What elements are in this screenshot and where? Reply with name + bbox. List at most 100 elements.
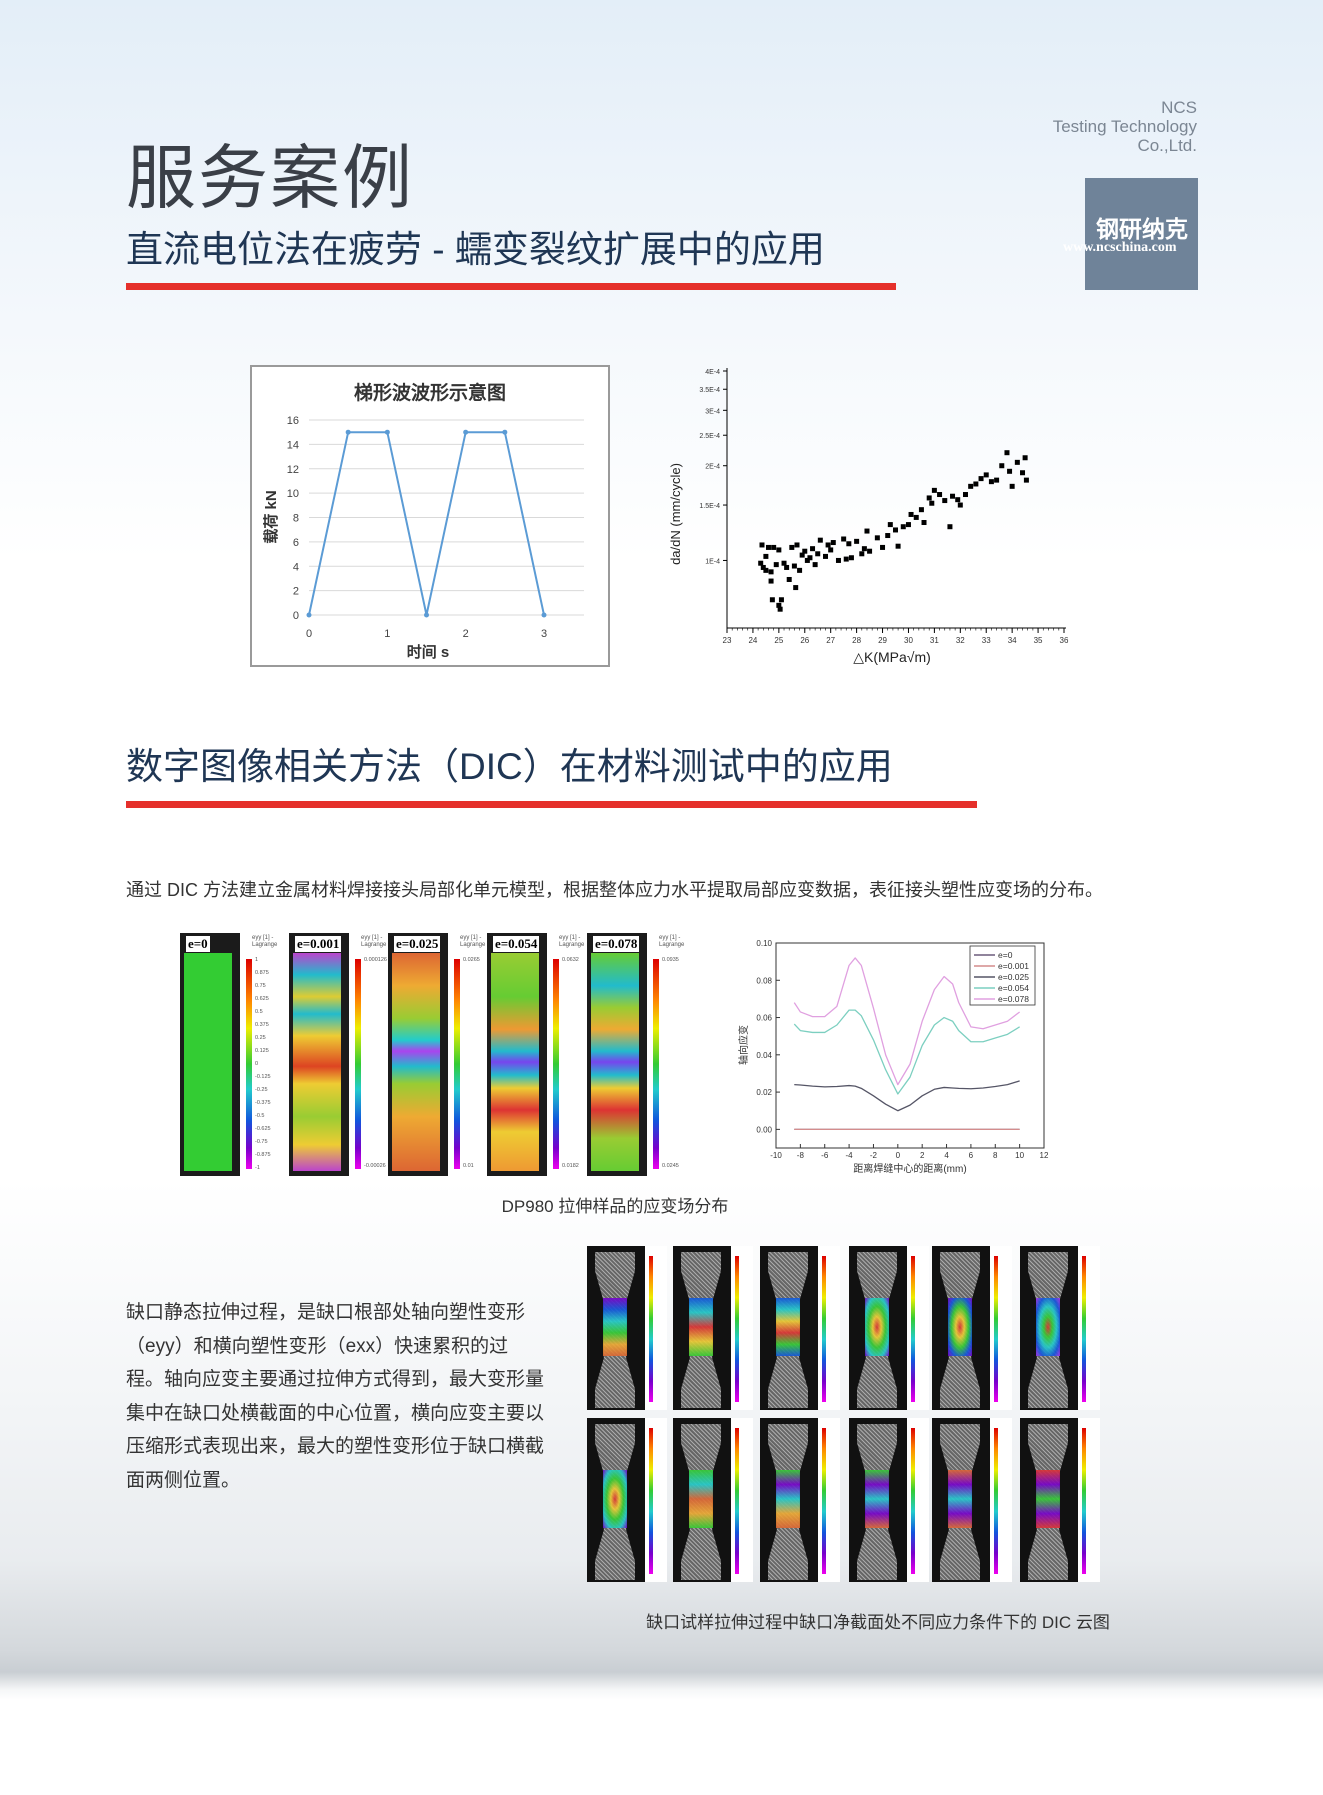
colorbar bbox=[649, 1256, 653, 1402]
x-tick-label: 32 bbox=[956, 636, 965, 645]
data-point bbox=[784, 564, 790, 570]
y-tick-label: 16 bbox=[287, 415, 299, 427]
data-point bbox=[778, 597, 784, 603]
x-tick-label: -10 bbox=[770, 1151, 782, 1160]
dic-panel: e=0.001 eyy [1] - Lagrange 0.000126 -0.000… bbox=[289, 933, 389, 1176]
data-point bbox=[812, 562, 818, 568]
y-tick-label: 3.5E-4 bbox=[699, 387, 720, 394]
data-point bbox=[955, 497, 961, 503]
data-point bbox=[804, 557, 810, 563]
notch-dic-image bbox=[849, 1246, 929, 1410]
colorbar-title: eyy [1] - Lagrange bbox=[559, 935, 585, 948]
data-point bbox=[424, 612, 429, 618]
y-tick-label: 4 bbox=[293, 561, 299, 573]
colorbar bbox=[246, 959, 252, 1169]
y-tick-label: 0.02 bbox=[756, 1088, 772, 1097]
dic-panel: e=0.054 eyy [1] - Lagrange 0.0632 0.0182 bbox=[487, 933, 587, 1176]
y-tick-label: 0.00 bbox=[756, 1125, 772, 1134]
strain-level-label: e=0.001 bbox=[295, 936, 342, 952]
colorbar-tick-label: 0.25 bbox=[255, 1035, 266, 1041]
data-point bbox=[968, 483, 974, 489]
x-tick-label: 0 bbox=[896, 1151, 901, 1160]
data-point bbox=[880, 544, 886, 550]
data-point bbox=[776, 602, 782, 608]
company-line: NCS bbox=[1161, 98, 1197, 117]
section1-divider bbox=[126, 283, 896, 290]
x-tick-label: -8 bbox=[797, 1151, 805, 1160]
dic-panel: e=0 eyy [1] - Lagrange 1 0.875 0.75 0.625 0.5… bbox=[180, 933, 280, 1176]
data-point bbox=[885, 533, 891, 539]
data-point bbox=[867, 548, 873, 554]
data-point bbox=[817, 537, 823, 543]
colorbar-max-label: 0.0935 bbox=[662, 957, 679, 963]
colorbar-tick-label: 0 bbox=[255, 1061, 259, 1067]
specimen-image bbox=[760, 1418, 818, 1582]
y-tick-label: 0.06 bbox=[756, 1014, 772, 1023]
x-tick-label: 28 bbox=[852, 636, 861, 645]
strain-field bbox=[184, 953, 232, 1171]
data-point bbox=[918, 507, 924, 513]
data-point bbox=[1022, 455, 1028, 461]
data-point bbox=[929, 500, 935, 506]
data-point bbox=[983, 472, 989, 478]
strain-level-label: e=0.025 bbox=[394, 936, 441, 952]
colorbar bbox=[1082, 1428, 1086, 1574]
data-point bbox=[799, 552, 805, 558]
y-tick-label: 12 bbox=[287, 464, 299, 476]
x-tick-label: 29 bbox=[878, 636, 887, 645]
x-tick-label: 6 bbox=[969, 1151, 974, 1160]
specimen-image bbox=[1020, 1246, 1078, 1410]
colorbar bbox=[653, 959, 659, 1169]
x-tick-label: 26 bbox=[800, 636, 809, 645]
specimen-image bbox=[673, 1418, 731, 1582]
trapezoid-wave-chart: 梯形波波形示意图 0 2 4 6 8 10 12 14 16 0 1 2 3 时间 s 载荷 kN bbox=[250, 365, 610, 667]
strain-field bbox=[865, 1298, 889, 1356]
strain-field-image: e=0 bbox=[180, 933, 240, 1176]
series-line bbox=[793, 1009, 1020, 1095]
y-tick-label: 0 bbox=[293, 610, 299, 622]
colorbar-tick-label: -0.25 bbox=[255, 1087, 268, 1093]
colorbar bbox=[994, 1256, 998, 1402]
data-point bbox=[768, 578, 774, 584]
colorbar-tick-label: 0.375 bbox=[255, 1022, 269, 1028]
strain-field bbox=[392, 953, 440, 1171]
section2-divider bbox=[126, 801, 977, 808]
specimen-image bbox=[673, 1246, 731, 1410]
company-name: NCS Testing Technology Co.,Ltd. bbox=[1053, 98, 1197, 155]
colorbar-tick-label: 0.5 bbox=[255, 1009, 263, 1015]
specimen-image bbox=[932, 1246, 990, 1410]
colorbar bbox=[735, 1256, 739, 1402]
colorbar-min-label: 0.01 bbox=[463, 1163, 474, 1169]
strain-field-image: e=0.078 bbox=[587, 933, 647, 1176]
company-logo: 钢研纳克 www.ncschina.com bbox=[1063, 178, 1198, 290]
data-point bbox=[771, 544, 777, 550]
strain-field bbox=[689, 1298, 713, 1356]
data-point bbox=[765, 544, 771, 550]
series-line bbox=[794, 1080, 1020, 1112]
data-point bbox=[947, 524, 953, 530]
y-tick-label: 14 bbox=[287, 439, 299, 451]
company-line: Co.,Ltd. bbox=[1137, 136, 1197, 155]
data-point bbox=[908, 511, 914, 517]
colorbar-tick-label: -0.5 bbox=[255, 1113, 265, 1119]
data-point bbox=[913, 514, 919, 520]
data-point bbox=[773, 562, 779, 568]
specimen-image bbox=[760, 1246, 818, 1410]
specimen-image bbox=[1020, 1418, 1078, 1582]
y-axis-label: 轴向应变 bbox=[737, 1025, 750, 1065]
colorbar-tick-label: -0.75 bbox=[255, 1139, 268, 1145]
x-tick-label: 3 bbox=[541, 628, 547, 640]
colorbar-max-label: 0.0265 bbox=[463, 957, 480, 963]
notch-dic-image bbox=[849, 1418, 929, 1582]
colorbar bbox=[649, 1428, 653, 1574]
strain-field bbox=[865, 1470, 889, 1528]
data-point bbox=[1007, 468, 1013, 474]
y-tick-label: 10 bbox=[287, 488, 299, 500]
chart-title: 梯形波波形示意图 bbox=[354, 381, 506, 404]
colorbar-tick-label: 0.75 bbox=[255, 983, 266, 989]
data-point bbox=[797, 567, 803, 573]
specimen-image bbox=[587, 1246, 645, 1410]
y-tick-label: 2 bbox=[293, 586, 299, 598]
colorbar bbox=[911, 1256, 915, 1402]
colorbar-min-label: 0.0182 bbox=[562, 1163, 579, 1169]
